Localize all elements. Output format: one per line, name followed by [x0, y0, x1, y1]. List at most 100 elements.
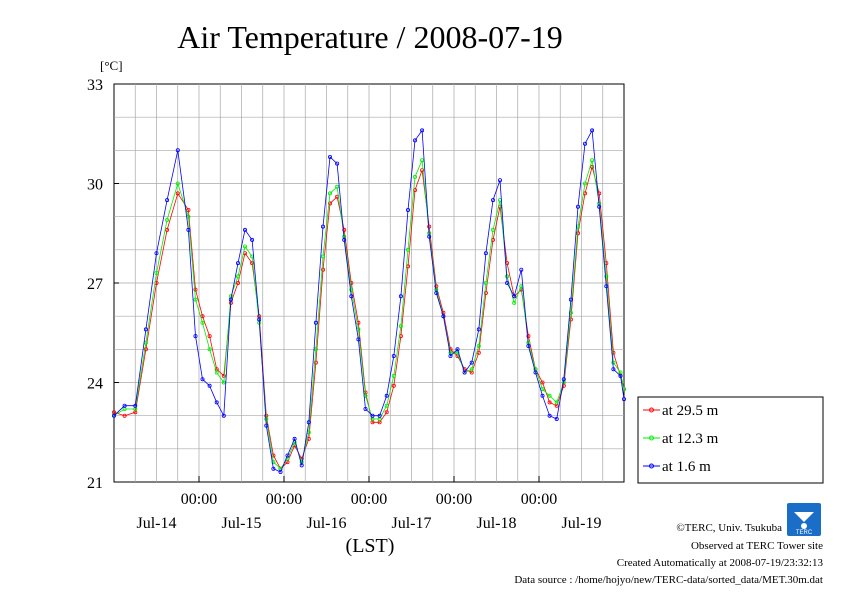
data-point	[278, 469, 283, 474]
data-point	[576, 231, 581, 236]
x-date-label: Jul-18	[477, 515, 517, 532]
data-point	[568, 297, 573, 302]
y-tick-label: 30	[87, 177, 103, 194]
data-point	[384, 393, 389, 398]
data-point	[391, 373, 396, 378]
data-point	[349, 294, 354, 299]
data-point	[271, 453, 276, 458]
data-point	[441, 314, 446, 319]
data-point	[193, 297, 198, 302]
x-time-label: 00:00	[266, 491, 302, 508]
legend-box	[637, 396, 824, 484]
legend-label: at 1.6 m	[662, 459, 711, 475]
data-point	[221, 373, 226, 378]
data-point	[306, 420, 311, 425]
data-point	[384, 403, 389, 408]
data-point	[143, 347, 148, 352]
data-point	[391, 383, 396, 388]
data-point	[604, 274, 609, 279]
data-point	[377, 413, 382, 418]
logo-drop-icon	[794, 512, 814, 522]
series-line	[113, 129, 625, 473]
grid	[114, 84, 624, 482]
data-point	[207, 334, 212, 339]
x-date-label: Jul-15	[222, 515, 262, 532]
data-point	[547, 400, 552, 405]
data-point	[590, 164, 595, 169]
data-point	[519, 267, 524, 272]
legend: at 29.5 m at 12.3 m at 1.6 m	[637, 396, 824, 484]
data-point	[327, 154, 332, 159]
data-point	[342, 227, 347, 232]
data-point	[313, 360, 318, 365]
data-point	[611, 360, 616, 365]
data-point	[391, 353, 396, 358]
data-point	[214, 370, 219, 375]
data-point	[264, 423, 269, 428]
data-point	[122, 403, 127, 408]
x-time-label: 00:00	[351, 491, 387, 508]
data-point	[186, 207, 191, 212]
data-point	[405, 247, 410, 252]
x-date-label: Jul-14	[137, 515, 177, 532]
data-point	[200, 377, 205, 382]
data-point	[469, 367, 474, 372]
series-line	[113, 160, 625, 470]
data-point	[193, 287, 198, 292]
data-point	[112, 413, 117, 418]
data-point	[604, 284, 609, 289]
y-tick-label: 33	[87, 77, 103, 94]
chart-title: Air Temperature / 2008-07-19	[177, 19, 563, 55]
data-point	[154, 251, 159, 256]
data-point	[526, 334, 531, 339]
data-point	[207, 347, 212, 352]
data-point	[285, 453, 290, 458]
data-point	[590, 128, 595, 133]
y-tick-label: 24	[87, 376, 103, 393]
data-point	[356, 320, 361, 325]
data-point	[214, 400, 219, 405]
data-point	[175, 191, 180, 196]
x-time-label: 00:00	[436, 491, 472, 508]
data-point	[250, 261, 255, 266]
data-point	[175, 181, 180, 186]
data-point	[583, 181, 588, 186]
data-point	[320, 267, 325, 272]
data-point	[427, 234, 432, 239]
data-point	[200, 320, 205, 325]
data-point	[469, 360, 474, 365]
data-point	[427, 224, 432, 229]
data-point	[271, 466, 276, 471]
terc-logo: TERC	[787, 503, 821, 536]
data-point	[490, 227, 495, 232]
data-point	[271, 460, 276, 465]
data-point	[133, 403, 138, 408]
x-time-label: 00:00	[521, 491, 557, 508]
data-point	[583, 141, 588, 146]
data-point	[483, 280, 488, 285]
data-point	[533, 370, 538, 375]
data-point	[207, 383, 212, 388]
data-point	[540, 380, 545, 385]
data-point	[462, 370, 467, 375]
data-point	[512, 300, 517, 305]
copyright-text: ©TERC, Univ. Tsukuba	[676, 522, 782, 534]
created-text: Created Automatically at 2008-07-19/23:3…	[617, 557, 824, 569]
data-point	[320, 254, 325, 259]
x-date-label: Jul-17	[392, 515, 432, 532]
data-point	[611, 367, 616, 372]
legend-swatch-marker	[649, 407, 654, 413]
x-date-label: Jul-16	[307, 515, 347, 532]
y-tick-label: 27	[87, 276, 103, 293]
data-point	[547, 413, 552, 418]
data-point	[420, 168, 425, 173]
x-date-label: Jul-19	[562, 515, 602, 532]
data-point	[576, 204, 581, 209]
data-point	[154, 270, 159, 275]
data-point	[476, 327, 481, 332]
data-point	[434, 290, 439, 295]
observed-text: Observed at TERC Tower site	[691, 540, 823, 552]
data-point	[335, 161, 340, 166]
data-point	[193, 334, 198, 339]
data-point	[235, 280, 240, 285]
